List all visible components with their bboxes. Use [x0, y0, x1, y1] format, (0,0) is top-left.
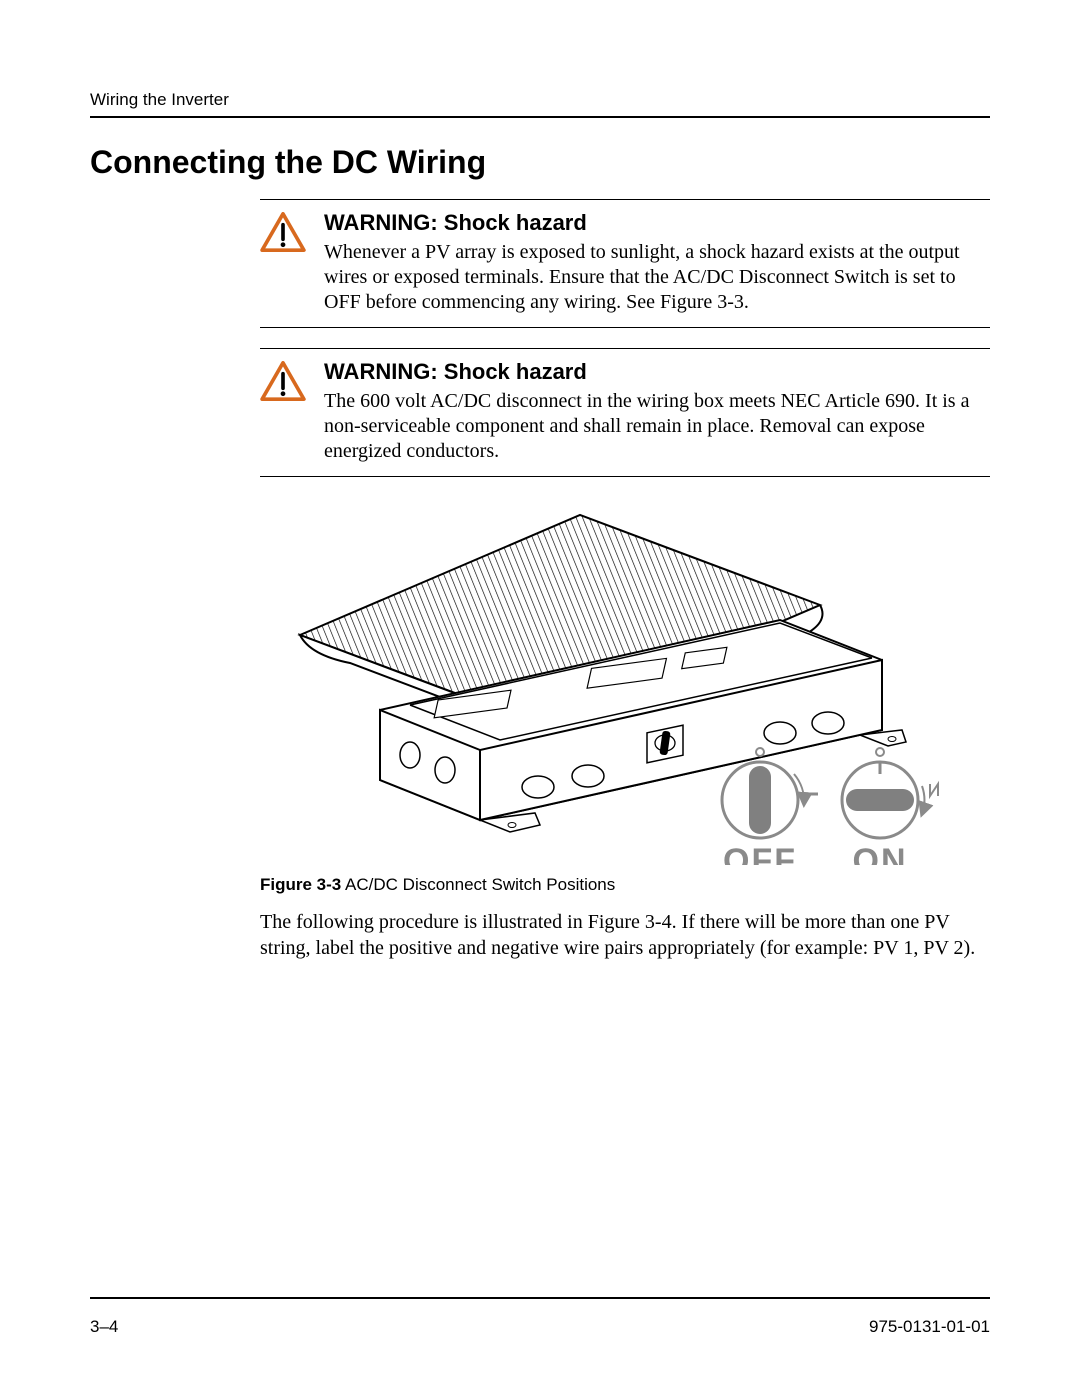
page-footer: 3–4 975-0131-01-01 — [90, 1317, 990, 1337]
warning-title: WARNING: Shock hazard — [324, 359, 990, 385]
figure-caption: Figure 3-3 AC/DC Disconnect Switch Posit… — [260, 875, 990, 895]
warning-block: WARNING: Shock hazard Whenever a PV arra… — [260, 199, 990, 328]
inverter-diagram: OFF ON — [260, 505, 950, 865]
section-title: Connecting the DC Wiring — [90, 144, 990, 181]
switch-off-label: OFF — [723, 842, 797, 865]
footer-doc-number: 975-0131-01-01 — [869, 1317, 990, 1337]
manual-page: Wiring the Inverter Connecting the DC Wi… — [0, 0, 1080, 1397]
warning-text: WARNING: Shock hazard The 600 volt AC/DC… — [324, 359, 990, 464]
figure-label: Figure 3-3 — [260, 875, 341, 894]
warning-body: Whenever a PV array is exposed to sunlig… — [324, 240, 990, 315]
warning-icon — [260, 212, 306, 252]
figure-inverter: OFF ON — [260, 505, 950, 865]
warning-icon — [260, 361, 306, 401]
running-head: Wiring the Inverter — [90, 90, 990, 110]
figure-title: AC/DC Disconnect Switch Positions — [345, 875, 615, 894]
warning-text: WARNING: Shock hazard Whenever a PV arra… — [324, 210, 990, 315]
header-rule — [90, 116, 990, 118]
footer-rule — [90, 1297, 990, 1299]
switch-on-label: ON — [853, 842, 908, 865]
switch-on-icon: ON — [842, 748, 938, 865]
warning-block: WARNING: Shock hazard The 600 volt AC/DC… — [260, 348, 990, 477]
warning-title: WARNING: Shock hazard — [324, 210, 990, 236]
footer-page-number: 3–4 — [90, 1317, 118, 1337]
body-paragraph: The following procedure is illustrated i… — [260, 909, 980, 961]
switch-off-icon: OFF — [722, 748, 818, 865]
warning-body: The 600 volt AC/DC disconnect in the wir… — [324, 389, 990, 464]
